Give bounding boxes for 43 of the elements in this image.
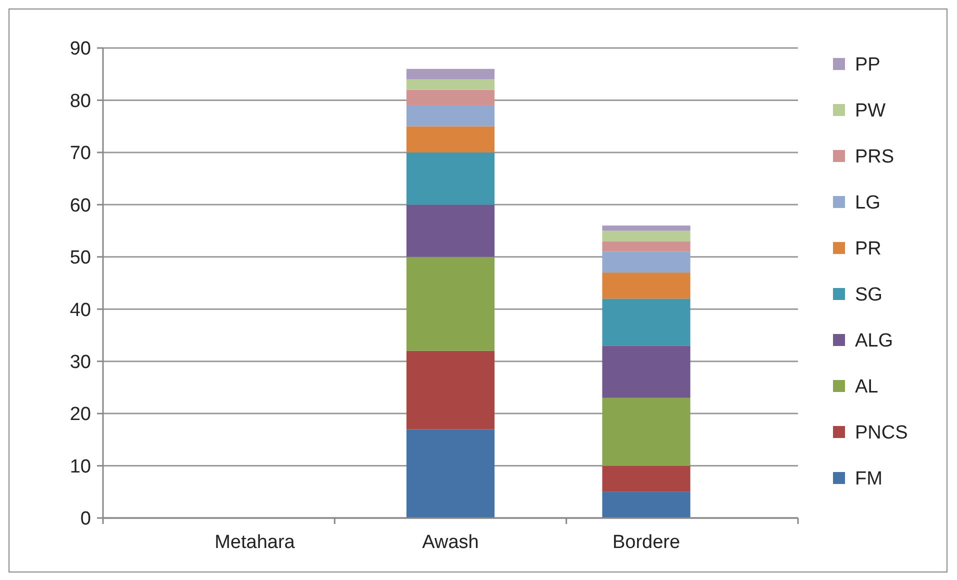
legend-label: AL [855,376,878,398]
y-tick-label: 20 [70,404,91,426]
bar [602,252,690,273]
bar [602,492,690,518]
legend-label: PNCS [855,422,908,444]
y-tick-label: 60 [70,195,91,216]
bar [406,105,495,126]
bar [602,272,690,299]
y-tick-label: 40 [70,300,91,321]
bar [406,256,495,351]
bar [602,466,690,492]
bar [602,226,690,231]
bar [406,79,495,90]
bar [406,126,495,152]
legend-label: LG [855,192,880,214]
legend-label: SG [855,284,882,306]
y-tick-label: 80 [70,90,91,112]
bar [602,241,690,252]
y-tick-label: 90 [70,38,91,60]
legend-label: PR [855,238,882,260]
bar [602,346,690,398]
bar [406,68,495,80]
bar [602,230,690,242]
x-tick-label: Metahara [214,532,296,553]
bar [602,298,690,346]
legend-label: PRS [855,146,894,168]
y-tick-label: 30 [70,352,91,373]
bar [602,398,690,466]
bar [406,350,495,430]
y-tick-label: 0 [80,508,91,530]
bar [406,204,495,257]
x-tick-label: Awash [422,532,479,553]
y-tick-label: 70 [70,143,91,164]
bar [406,429,495,518]
y-tick-label: 10 [70,456,91,478]
bar [406,90,495,106]
legend-label: PW [855,100,886,122]
bar [406,152,495,205]
x-tick-label: Bordere [612,532,680,553]
legend-label: PP [855,54,880,76]
legend-label: ALG [855,330,894,352]
y-tick-label: 50 [70,248,91,269]
legend-label: FM [855,468,882,490]
